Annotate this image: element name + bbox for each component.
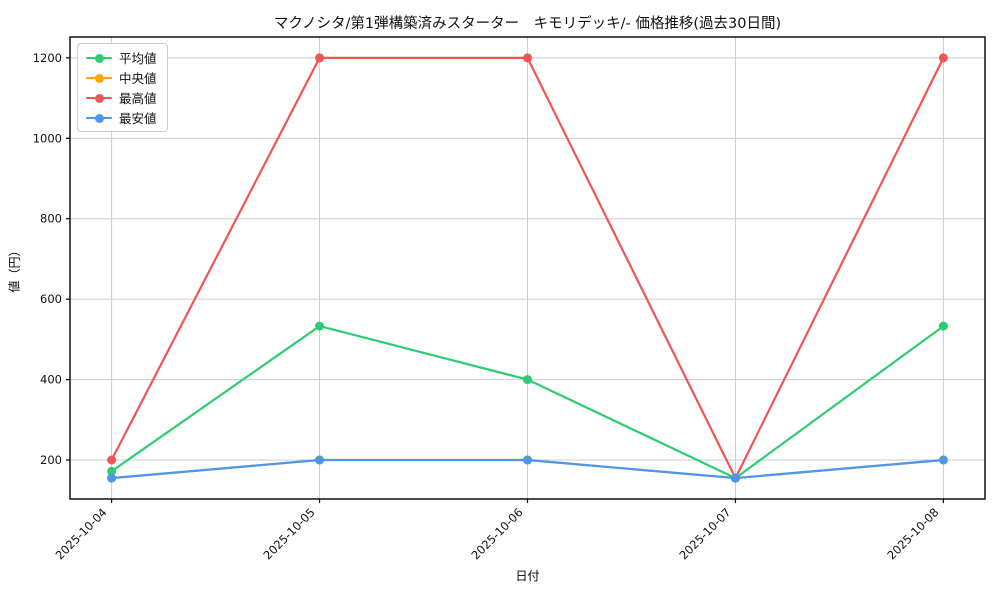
data-point [938,455,948,465]
legend-item-3: 最安値 [86,109,157,126]
legend-item-1: 中央値 [86,69,157,86]
data-point [523,53,532,63]
y-tick-label: 600 [40,292,62,306]
data-point [315,53,325,63]
legend-label: 中央値 [119,71,157,86]
data-point [315,455,325,465]
legend-label: 平均値 [119,51,157,66]
legend-marker-icon [86,73,112,83]
y-tick-label: 400 [40,373,62,387]
x-tick-label: 2025-10-07 [676,505,733,562]
data-point [730,473,740,483]
y-tick-label: 1000 [33,131,62,145]
x-axis-label: 日付 [515,569,540,583]
legend-label: 最安値 [119,111,157,126]
legend-item-0: 平均値 [86,49,157,66]
data-point [107,466,117,476]
legend-marker-icon [86,93,112,103]
data-point [315,321,325,331]
y-tick-label: 200 [40,453,62,467]
plot-border [69,36,986,500]
legend-item-2: 最高値 [86,89,157,106]
legend-label: 最高値 [119,91,157,106]
legend: 平均値中央値最高値最安値 [77,43,168,132]
x-tick-label: 2025-10-06 [468,505,525,562]
data-point [523,375,532,385]
chart-title: マクノシタ/第1弾構築済みスターター キモリデッキ/- 価格推移(過去30日間) [273,16,782,32]
y-tick-label: 1200 [33,51,62,65]
data-point [938,321,948,331]
x-tick-label: 2025-10-08 [884,505,941,562]
data-point [938,53,948,63]
y-tick-label: 800 [40,212,62,226]
data-point [523,455,532,465]
x-tick-label: 2025-10-05 [261,505,318,562]
legend-marker-icon [86,113,112,123]
legend-marker-icon [86,53,112,63]
data-point [107,473,117,483]
data-point [107,455,117,465]
x-tick-label: 2025-10-04 [53,505,110,562]
